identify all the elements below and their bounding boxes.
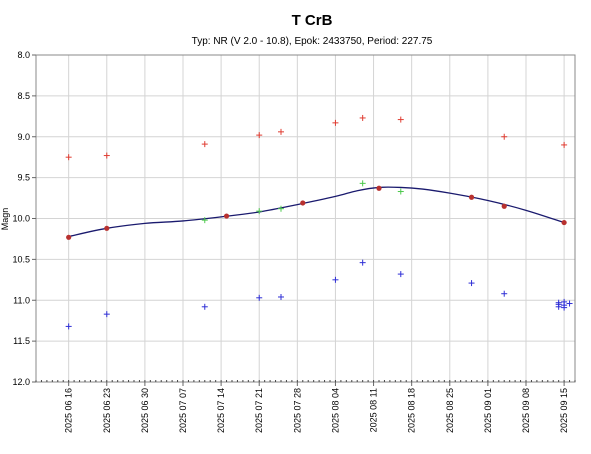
- y-tick-label: 11.0: [13, 295, 30, 305]
- data-point: [376, 185, 382, 191]
- x-tick-label: 2025 08 04: [330, 388, 340, 433]
- data-point: [566, 300, 573, 307]
- data-point: [201, 303, 208, 310]
- data-point: [223, 213, 230, 219]
- y-tick-label: 9.5: [17, 173, 30, 183]
- y-tick-label: 10.5: [12, 254, 30, 264]
- fit-curve: [68, 186, 565, 238]
- series-3: [66, 185, 567, 240]
- data-point: [561, 298, 568, 305]
- y-tick-layer: 8.0 8.5 9.0 9.5 10.0 10.5 11.0 11.5 12.0: [12, 50, 36, 387]
- data-point: [561, 141, 568, 148]
- x-tick-label: 2025 09 01: [483, 388, 493, 433]
- x-tick-label: 2025 06 16: [64, 388, 74, 433]
- series-layer: [65, 114, 573, 330]
- data-point: [332, 276, 339, 283]
- x-tick-label: 2025 07 28: [292, 388, 302, 433]
- data-point: [278, 128, 284, 135]
- data-point: [65, 154, 72, 161]
- series-1: [65, 259, 573, 330]
- data-point: [561, 304, 568, 311]
- data-point: [278, 293, 284, 300]
- data-point: [332, 119, 339, 126]
- x-tick-label: 2025 06 23: [102, 388, 112, 433]
- y-tick-label: 12.0: [12, 377, 30, 387]
- data-point: [103, 152, 110, 159]
- x-tick-label: 2025 08 25: [445, 388, 455, 433]
- chart-title: T CrB: [292, 12, 333, 29]
- data-point: [359, 180, 366, 187]
- grid-layer: [36, 54, 575, 383]
- data-point: [468, 280, 475, 287]
- fit-curve-layer: [68, 186, 565, 238]
- y-tick-label: 9.0: [17, 132, 30, 142]
- data-point: [65, 323, 72, 330]
- data-point: [201, 217, 208, 224]
- data-point: [103, 311, 110, 318]
- y-tick-label: 8.5: [17, 91, 30, 101]
- x-tick-label: 2025 08 11: [369, 388, 379, 432]
- data-point: [561, 219, 567, 226]
- data-point: [256, 132, 263, 139]
- x-tick-label: 2025 09 08: [521, 388, 531, 433]
- data-point: [397, 188, 404, 195]
- data-point: [104, 225, 110, 231]
- data-point: [300, 200, 306, 206]
- data-point: [501, 133, 508, 140]
- x-tick-label: 2025 08 18: [407, 388, 417, 433]
- series-0: [65, 114, 568, 161]
- data-point: [359, 259, 366, 266]
- data-point: [66, 234, 72, 240]
- series-2: [201, 180, 404, 224]
- data-point: [278, 205, 284, 212]
- y-tick-label: 8.0: [17, 50, 30, 60]
- x-tick-label: 2025 09 15: [559, 388, 569, 433]
- x-tick-label: 2025 06 30: [140, 388, 150, 433]
- x-tick-label: 2025 07 21: [254, 388, 264, 433]
- chart-subtitle: Typ: NR (V 2.0 - 10.8), Epok: 2433750, P…: [192, 36, 433, 47]
- data-point: [397, 271, 404, 278]
- data-point: [501, 203, 507, 209]
- y-tick-label: 10.0: [12, 214, 30, 224]
- data-point: [397, 116, 404, 123]
- data-point: [201, 141, 208, 148]
- data-point: [468, 194, 475, 200]
- x-tick-label: 2025 07 07: [178, 388, 188, 433]
- y-tick-label: 11.5: [13, 336, 30, 346]
- data-point: [501, 290, 508, 297]
- x-tick-layer: 2025 06 16 2025 06 23 2025 06 30 2025 07 07…: [35, 380, 576, 433]
- data-point: [555, 299, 562, 306]
- data-point: [256, 208, 263, 215]
- data-point: [256, 294, 263, 301]
- x-tick-label: 2025 07 14: [216, 388, 226, 433]
- data-point: [359, 114, 366, 121]
- y-axis-label: Magn: [0, 208, 10, 231]
